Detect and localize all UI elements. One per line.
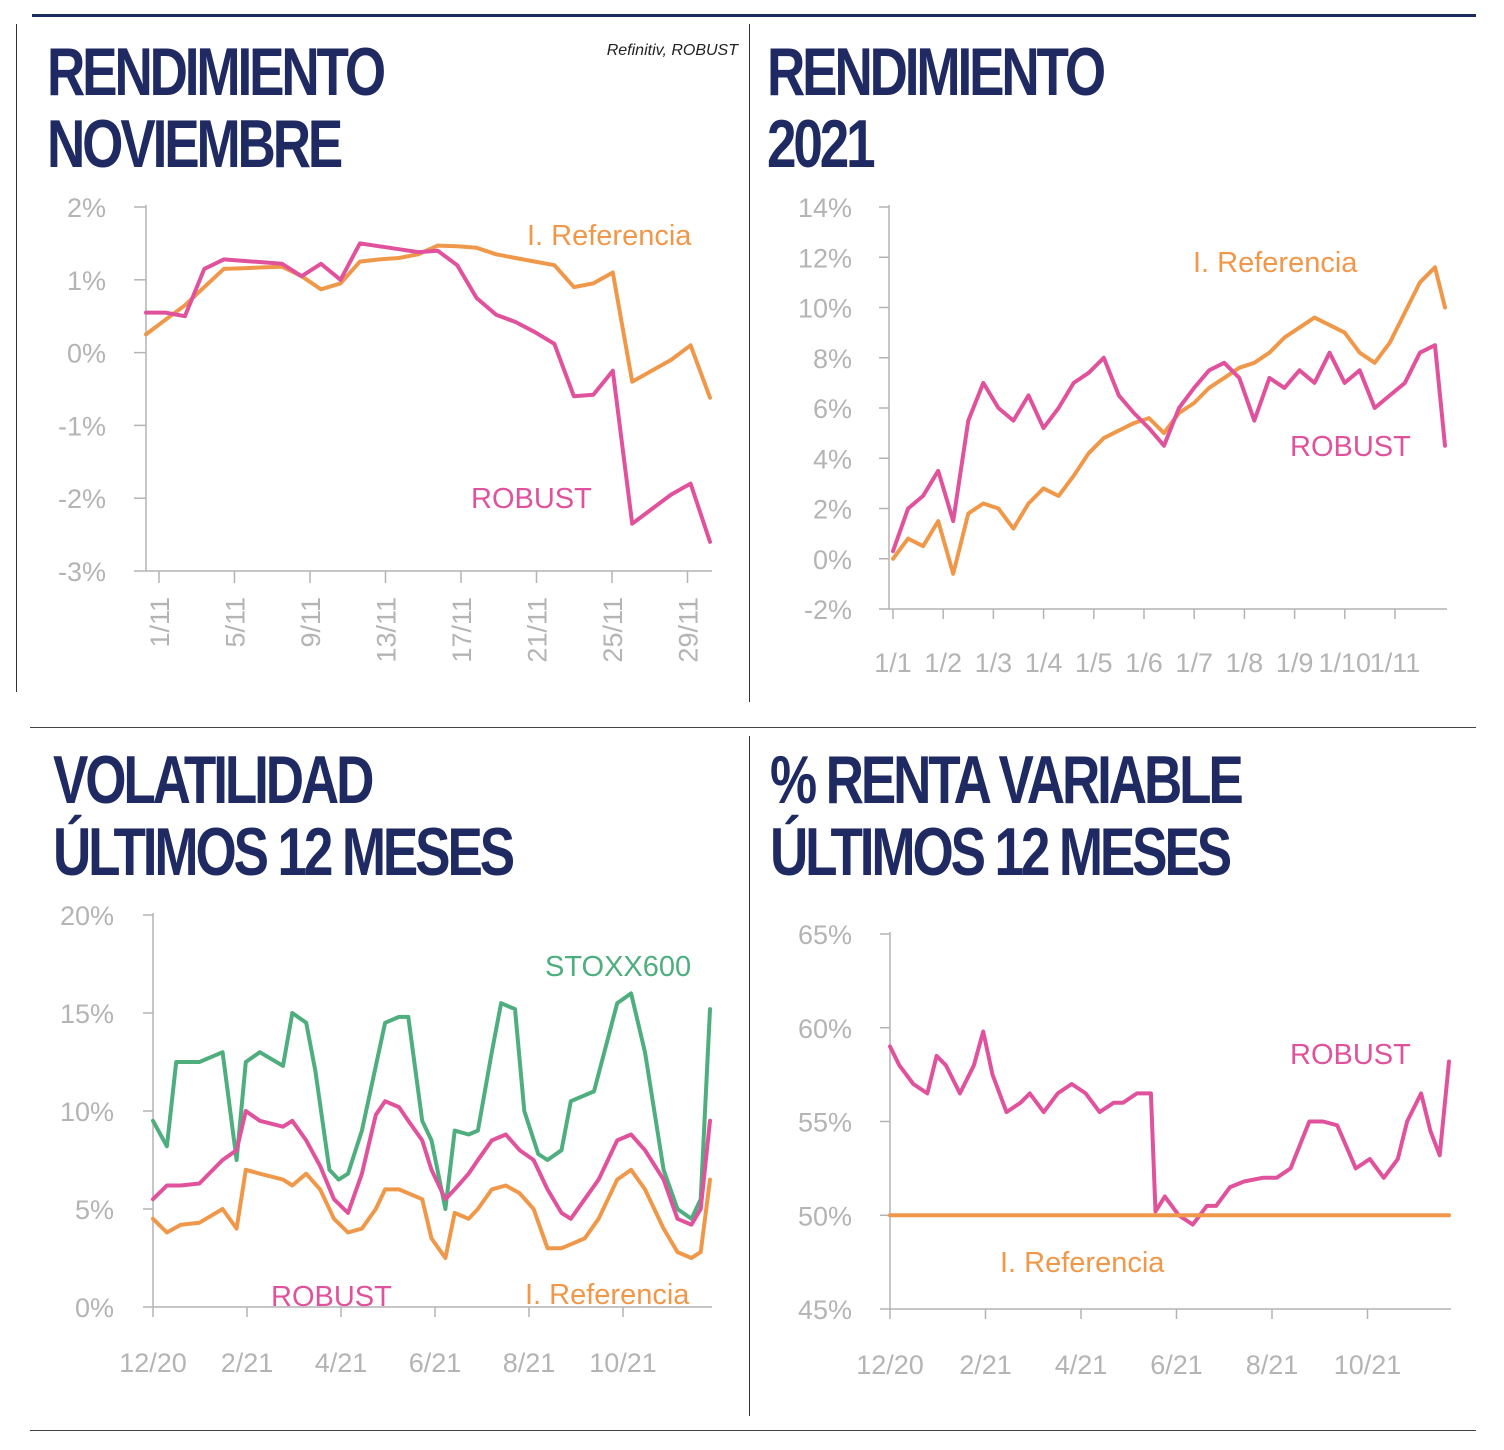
x-tick-label: 2/21 xyxy=(959,1350,1012,1380)
divider-left-top xyxy=(16,24,17,692)
x-tick-label: 1/9 xyxy=(1276,648,1314,678)
x-tick-label: 6/21 xyxy=(1150,1350,1203,1380)
panel-title-2: RENDIMIENTO 2021 xyxy=(767,34,1106,182)
x-tick-label: 17/11 xyxy=(447,597,477,663)
chart3-referencia-line xyxy=(151,1167,712,1260)
x-tick-label: 4/21 xyxy=(315,1348,368,1378)
x-tick-label: 1/1 xyxy=(874,648,912,678)
x-tick-label: 1/11 xyxy=(145,597,175,648)
y-tick-label: 0% xyxy=(67,339,106,369)
x-tick-label: 1/4 xyxy=(1025,648,1063,678)
chart4-referencia-label: I. Referencia xyxy=(1000,1247,1165,1279)
y-tick-label: 0% xyxy=(75,1293,114,1323)
top-rule xyxy=(32,14,1476,17)
panel-title-1: RENDIMIENTO NOVIEMBRE xyxy=(47,34,386,182)
y-tick-label: 10% xyxy=(60,1097,114,1127)
x-tick-label: 1/5 xyxy=(1075,648,1113,678)
chart2-robust-line xyxy=(891,343,1447,554)
chart3-robust-line xyxy=(151,1099,712,1227)
title-line: RENDIMIENTO xyxy=(767,34,1106,110)
panel-title-3: VOLATILIDAD ÚLTIMOS 12 MESES xyxy=(53,742,515,890)
x-tick-label: 25/11 xyxy=(598,597,628,663)
y-tick-label: 12% xyxy=(798,243,852,273)
title-line: % RENTA VARIABLE xyxy=(770,742,1244,818)
x-tick-label: 4/21 xyxy=(1055,1350,1108,1380)
x-tick-label: 12/20 xyxy=(119,1348,187,1378)
y-tick-label: 20% xyxy=(60,901,114,931)
y-tick-label: -1% xyxy=(58,411,106,441)
chart4-robust-line xyxy=(888,1029,1451,1227)
y-tick-label: 8% xyxy=(813,344,852,374)
x-tick-label: 1/8 xyxy=(1226,648,1264,678)
y-tick-label: 50% xyxy=(798,1201,852,1231)
y-tick-label: 65% xyxy=(798,920,852,950)
y-tick-label: 4% xyxy=(813,444,852,474)
y-tick-label: 55% xyxy=(798,1108,852,1138)
x-tick-label: 10/21 xyxy=(589,1348,657,1378)
chart2-referencia-label: I. Referencia xyxy=(1193,247,1358,279)
y-tick-label: 0% xyxy=(813,545,852,575)
y-tick-label: 60% xyxy=(798,1014,852,1044)
y-tick-label: -2% xyxy=(804,595,852,625)
chart4-robust-label: ROBUST xyxy=(1290,1039,1411,1071)
chart1-referencia-label: I. Referencia xyxy=(527,220,692,252)
x-tick-label: 8/21 xyxy=(503,1348,556,1378)
chart3-stoxx-label: STOXX600 xyxy=(545,951,691,983)
divider-center-bottom xyxy=(749,736,750,1416)
y-tick-label: 1% xyxy=(67,266,106,296)
y-tick-label: 15% xyxy=(60,999,114,1029)
title-line: RENDIMIENTO xyxy=(47,34,386,110)
x-tick-label: 9/11 xyxy=(296,597,326,648)
title-line: VOLATILIDAD xyxy=(53,742,374,818)
y-tick-label: 5% xyxy=(75,1195,114,1225)
x-tick-label: 1/10 xyxy=(1319,648,1372,678)
y-tick-label: 10% xyxy=(798,294,852,324)
y-tick-label: 14% xyxy=(798,193,852,223)
chart1-robust-label: ROBUST xyxy=(471,483,592,515)
y-tick-label: -3% xyxy=(58,557,106,587)
chart1-robust-line xyxy=(144,241,712,544)
x-tick-label: 12/20 xyxy=(856,1350,924,1380)
y-tick-label: 45% xyxy=(798,1295,852,1325)
chart1-referencia-line xyxy=(144,243,712,400)
y-tick-label: 2% xyxy=(67,193,106,223)
x-tick-label: 2/21 xyxy=(221,1348,274,1378)
x-tick-label: 1/2 xyxy=(924,648,962,678)
x-tick-label: 13/11 xyxy=(372,597,402,663)
y-tick-label: 2% xyxy=(813,495,852,525)
x-tick-label: 6/21 xyxy=(409,1348,462,1378)
x-tick-label: 29/11 xyxy=(674,597,704,663)
chart2-robust-label: ROBUST xyxy=(1290,431,1411,463)
chart3-robust-label: ROBUST xyxy=(271,1281,392,1313)
bottom-rule xyxy=(30,1430,1476,1431)
chart3-referencia-label: I. Referencia xyxy=(525,1279,690,1311)
title-line: ÚLTIMOS 12 MESES xyxy=(770,814,1232,890)
title-line: 2021 xyxy=(767,106,876,182)
title-line: ÚLTIMOS 12 MESES xyxy=(53,814,515,890)
x-tick-label: 5/11 xyxy=(221,597,251,648)
title-line: NOVIEMBRE xyxy=(47,106,343,182)
chart3-stoxx-line xyxy=(151,991,712,1221)
x-tick-label: 1/11 xyxy=(1370,648,1421,678)
y-tick-label: -2% xyxy=(58,484,106,514)
middle-rule xyxy=(30,727,1476,728)
x-tick-label: 1/6 xyxy=(1125,648,1163,678)
x-tick-label: 10/21 xyxy=(1334,1350,1402,1380)
x-tick-label: 21/11 xyxy=(523,597,553,663)
source-note: Refinitiv, ROBUST xyxy=(606,42,738,59)
x-tick-label: 1/7 xyxy=(1175,648,1213,678)
y-tick-label: 6% xyxy=(813,394,852,424)
x-tick-label: 1/3 xyxy=(975,648,1013,678)
panel-title-4: % RENTA VARIABLE ÚLTIMOS 12 MESES xyxy=(770,742,1244,890)
chart2-referencia-line xyxy=(891,265,1447,576)
x-tick-label: 8/21 xyxy=(1246,1350,1299,1380)
divider-center-top xyxy=(749,24,750,702)
